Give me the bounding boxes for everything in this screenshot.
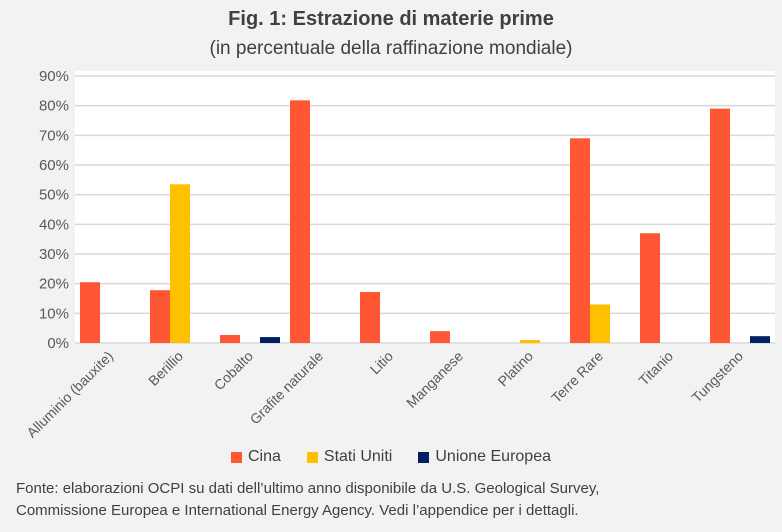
chart-subtitle: (in percentuale della raffinazione mondi… — [209, 38, 573, 59]
y-tick-label: 80% — [39, 98, 69, 115]
legend-label: Stati Uniti — [323, 448, 393, 465]
y-tick-label: 20% — [39, 276, 69, 293]
y-tick-label: 50% — [39, 187, 69, 204]
y-tick-label: 70% — [39, 127, 69, 144]
bar-cina — [80, 282, 100, 343]
y-tick-label: 90% — [39, 68, 69, 85]
legend-label: Unione Europea — [435, 448, 551, 465]
x-tick-label: Alluminio (bauxite) — [23, 348, 116, 441]
source-line-2: Commissione Europea e International Ener… — [16, 502, 579, 519]
bar-cina — [640, 233, 660, 343]
legend-item-stati-uniti: Stati Uniti — [306, 448, 393, 466]
x-tick-label: Terre Rare — [548, 348, 606, 406]
bar-cina — [710, 108, 730, 343]
y-tick-label: 10% — [39, 305, 69, 322]
bar-stati-uniti — [590, 304, 610, 343]
legend-swatch — [230, 451, 242, 463]
x-tick-label: Tungsteno — [688, 348, 746, 406]
bar-stati-uniti — [170, 184, 190, 343]
bar-cina — [150, 290, 170, 343]
legend: Cina Stati Uniti Unione Europea — [0, 448, 782, 466]
bar-stati-uniti — [520, 340, 540, 343]
x-tick-label: Platino — [495, 348, 537, 390]
x-tick-label: Manganese — [403, 348, 466, 411]
y-tick-label: 30% — [39, 246, 69, 263]
y-tick-label: 0% — [47, 335, 69, 352]
x-tick-label: Titanio — [635, 348, 676, 389]
x-tick-label: Litio — [367, 348, 397, 378]
legend-swatch — [418, 451, 430, 463]
bar-unione-europea — [260, 337, 280, 343]
x-tick-label: Berillio — [145, 348, 186, 389]
bar-cina — [570, 138, 590, 343]
y-tick-label: 40% — [39, 216, 69, 233]
legend-item-cina: Cina — [230, 448, 281, 466]
bar-cina — [430, 331, 450, 343]
bar-cina — [220, 334, 240, 343]
bar-cina — [290, 100, 310, 344]
legend-label: Cina — [247, 448, 281, 465]
bar-unione-europea — [750, 336, 770, 343]
chart-title: Fig. 1: Estrazione di materie prime — [228, 8, 554, 30]
source-line-1: Fonte: elaborazioni OCPI su dati dell’ul… — [16, 480, 600, 497]
x-tick-label: Cobalto — [211, 348, 257, 394]
bar-cina — [360, 291, 380, 343]
x-tick-label: Grafite naturale — [247, 348, 327, 428]
legend-swatch — [306, 451, 318, 463]
bar-chart: 0% 10% 20% 30% 40% 50% 60% 70% 80% 90% Alluminio (… — [23, 68, 775, 441]
y-tick-label: 60% — [39, 157, 69, 174]
legend-item-unione-europea: Unione Europea — [418, 448, 551, 466]
source-note: Fonte: elaborazioni OCPI su dati dell’ul… — [16, 478, 599, 522]
